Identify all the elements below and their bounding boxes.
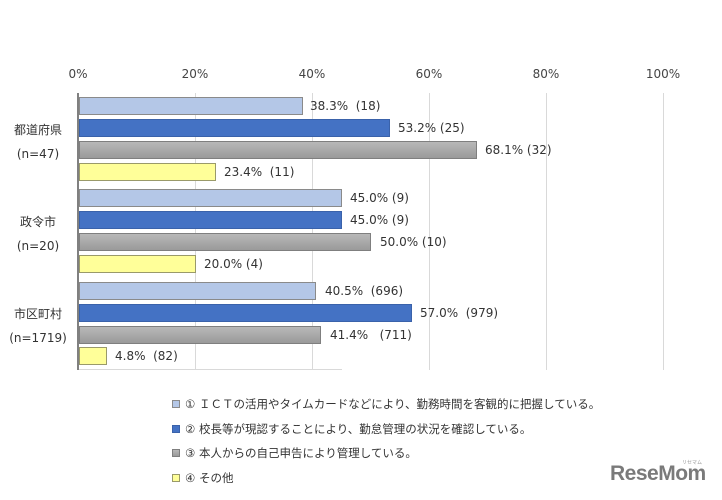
legend-swatch-icon (172, 424, 180, 433)
legend-item-1: ① ＩＣＴの活用やタイムカードなどにより、勤務時間を客観的に把握している。 (172, 392, 600, 417)
legend-item-3: ③ 本人からの自己申告により管理している。 (172, 441, 600, 466)
tick-80: 80% (532, 67, 560, 81)
bar-label: 4.8% (82) (115, 349, 178, 363)
bar-label: 50.0% (10) (380, 235, 447, 249)
legend-swatch-icon (172, 473, 180, 482)
bar-label: 38.3% (18) (310, 99, 381, 113)
bar-series3 (79, 141, 477, 159)
bar-series4 (79, 255, 196, 273)
y-axis-line (77, 93, 79, 370)
gridline (663, 93, 664, 370)
legend-item-4: ④ その他 (172, 466, 600, 491)
bar-series2 (79, 304, 412, 322)
legend-label: ③ 本人からの自己申告により管理している。 (185, 446, 417, 461)
bar-label: 53.2% (25) (398, 121, 465, 135)
category-name: 市区町村 (13, 307, 62, 321)
category-label: 市区町村 (n=1719) (0, 302, 76, 350)
bar-series2 (79, 211, 342, 229)
legend-swatch-icon (172, 449, 180, 458)
legend-label: ④ その他 (185, 470, 234, 485)
bar-label: 23.4% (11) (224, 165, 295, 179)
bar-label: 41.4% (711) (330, 328, 412, 342)
bar-series1 (79, 189, 342, 207)
bar-label: 45.0% (9) (350, 191, 409, 205)
bar-label: 57.0% (979) (420, 306, 499, 320)
gridline (429, 93, 430, 370)
tick-20: 20% (181, 67, 209, 81)
bar-label: 40.5% (696) (325, 284, 404, 298)
category-n: (n=20) (16, 239, 60, 253)
bar-series1 (79, 282, 316, 300)
category-label: 政令市 (n=20) (0, 210, 76, 258)
watermark-sub: リセマム (682, 460, 703, 466)
legend-swatch-icon (172, 400, 180, 409)
tick-0: 0% (68, 67, 88, 81)
gridline (312, 93, 313, 370)
watermark-logo: ReseMom (610, 462, 706, 485)
category-label: 都道府県 (n=47) (0, 118, 76, 166)
legend-label: ① ＩＣＴの活用やタイムカードなどにより、勤務時間を客観的に把握している。 (185, 397, 601, 412)
category-n: (n=47) (16, 147, 60, 161)
bar-series4 (79, 163, 216, 181)
bar-label: 45.0% (9) (350, 213, 409, 227)
bar-series3 (79, 233, 371, 251)
bar-series3 (79, 326, 321, 344)
gridline (546, 93, 547, 370)
bar-series2 (79, 119, 390, 137)
bar-label: 20.0% (4) (204, 257, 263, 271)
plot-baseline (77, 369, 342, 370)
tick-100: 100% (645, 67, 681, 81)
tick-40: 40% (298, 67, 326, 81)
bar-series1 (79, 97, 303, 115)
bar-label: 68.1% (32) (485, 143, 552, 157)
legend-item-2: ② 校長等が現認することにより、勤怠管理の状況を確認している。 (172, 417, 600, 442)
bar-series4 (79, 347, 107, 365)
tick-60: 60% (415, 67, 443, 81)
gridline (195, 93, 196, 370)
legend-label: ② 校長等が現認することにより、勤怠管理の状況を確認している。 (185, 421, 532, 436)
category-name: 政令市 (19, 215, 56, 229)
category-n: (n=1719) (9, 331, 67, 345)
category-name: 都道府県 (13, 123, 62, 137)
legend: ① ＩＣＴの活用やタイムカードなどにより、勤務時間を客観的に把握している。 ② … (172, 392, 600, 490)
